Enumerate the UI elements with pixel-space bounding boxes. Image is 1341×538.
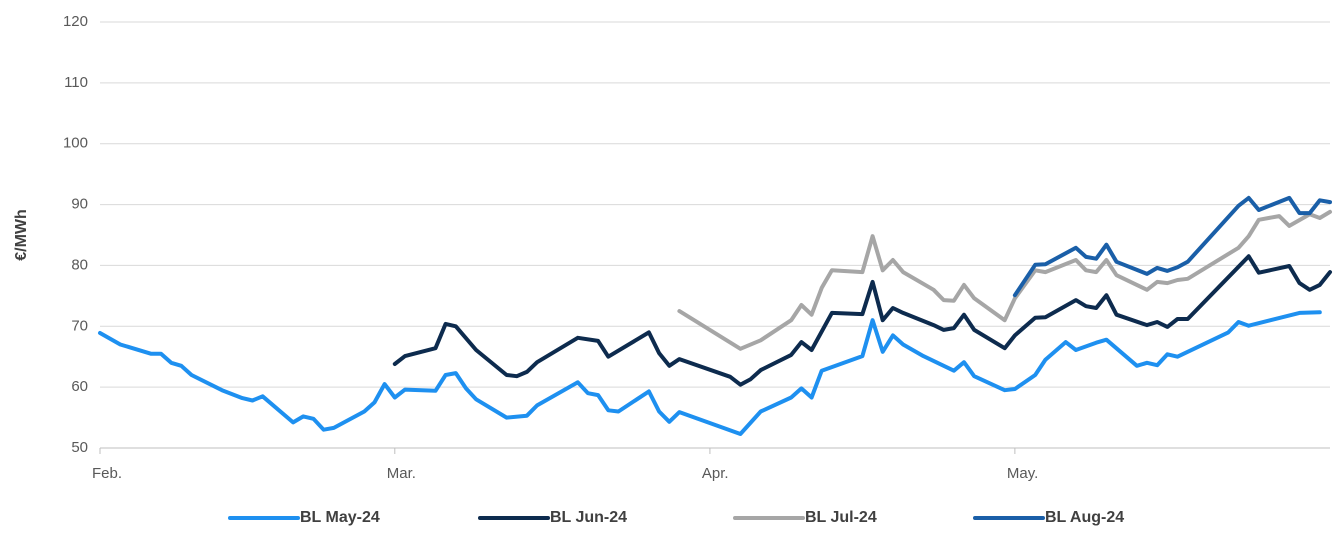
- x-tick-label: Feb.: [92, 465, 122, 482]
- legend-label: BL Jul-24: [805, 509, 877, 526]
- x-tick-label: Mar.: [387, 465, 416, 482]
- series-line: [677, 209, 1332, 351]
- y-tick-label: 60: [71, 378, 88, 395]
- y-tick-label: 110: [64, 74, 88, 91]
- y-axis-label: €/MWh: [13, 209, 30, 261]
- series-line: [1012, 195, 1332, 298]
- y-tick-label: 70: [71, 317, 88, 334]
- legend-label: BL Aug-24: [1045, 509, 1124, 526]
- y-tick-label: 90: [71, 196, 88, 213]
- legend-label: BL May-24: [300, 509, 380, 526]
- x-tick-label: May.: [1007, 465, 1038, 482]
- y-tick-label: 50: [71, 439, 88, 456]
- y-tick-label: 100: [63, 135, 88, 152]
- y-tick-label: 80: [71, 256, 88, 273]
- series-line: [98, 310, 1322, 436]
- x-tick-label: Apr.: [702, 465, 729, 482]
- legend-label: BL Jun-24: [550, 509, 627, 526]
- y-tick-label: 120: [63, 13, 88, 30]
- series-line: [392, 254, 1332, 387]
